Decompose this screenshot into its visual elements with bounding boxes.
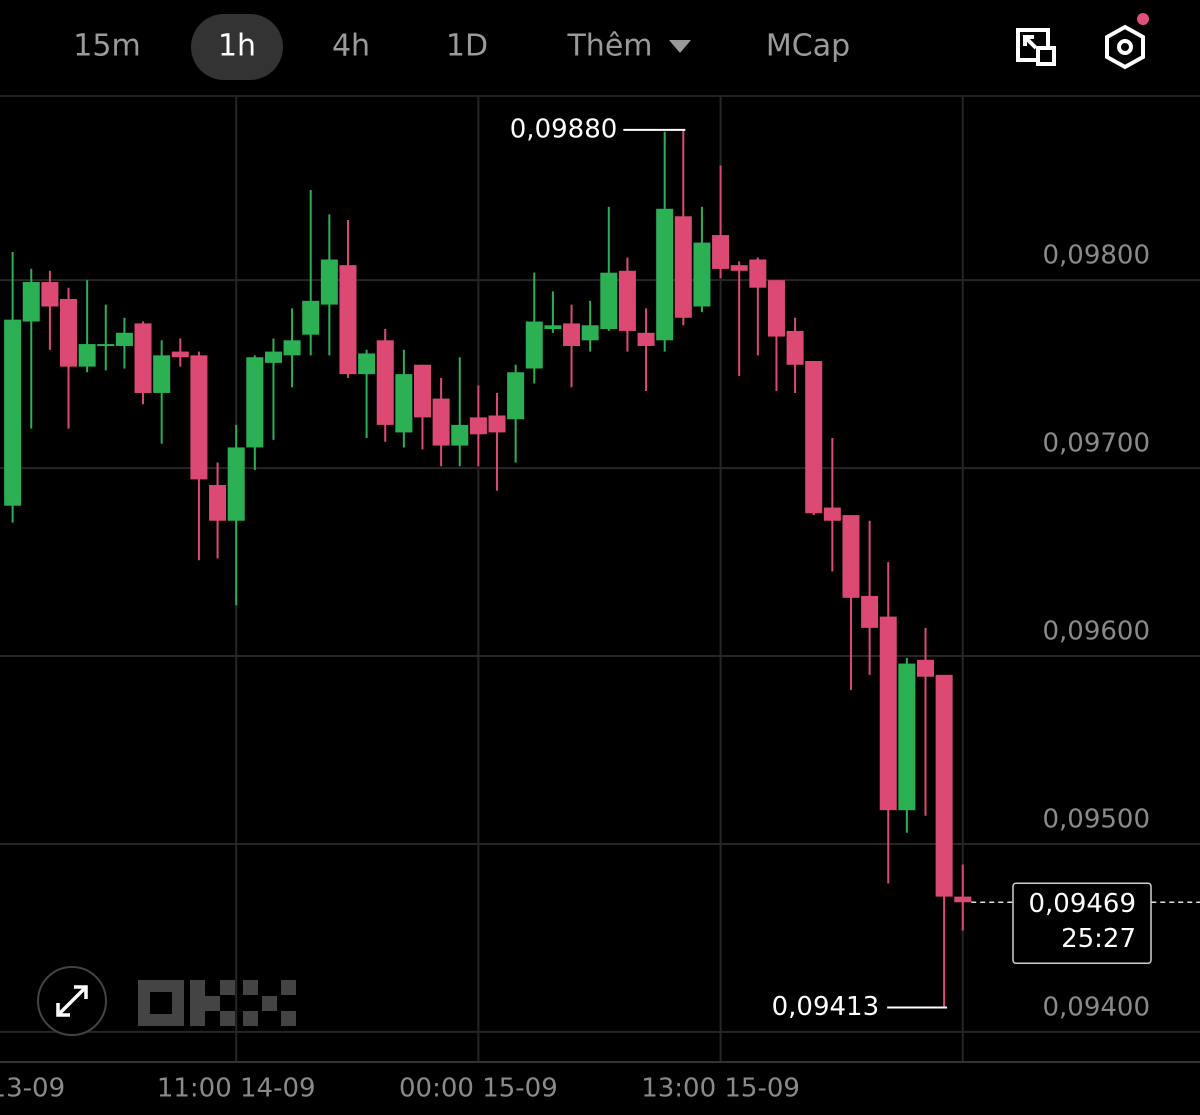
y-tick-label: 0,09400 — [1042, 992, 1150, 1022]
candle-body — [879, 616, 897, 811]
candle-body — [22, 282, 40, 322]
watermark-logo — [138, 980, 296, 1026]
candle-body — [320, 259, 338, 305]
candle-body — [749, 259, 767, 288]
candle-body — [637, 332, 655, 346]
layout-icon[interactable] — [1016, 28, 1056, 66]
candle-body — [78, 344, 96, 367]
candle-body — [283, 340, 301, 356]
tab[interactable]: 4h — [332, 29, 370, 64]
tab[interactable]: 15m — [73, 29, 140, 64]
candle-body — [246, 357, 264, 448]
candle-body — [227, 447, 245, 521]
y-tick-label: 0,09800 — [1042, 241, 1150, 271]
last-price-box — [1012, 882, 1152, 965]
candle-body — [432, 398, 450, 446]
candle-body — [302, 300, 320, 335]
candle-body — [134, 323, 152, 393]
x-tick-label: 2:00 13-09 — [0, 1074, 65, 1104]
y-tick-label: 0,09700 — [1042, 429, 1150, 459]
candle-body — [712, 235, 730, 269]
candle-body — [861, 595, 879, 628]
candle-body — [693, 242, 711, 307]
y-tick-label: 0,09600 — [1042, 617, 1150, 647]
candle-body — [674, 216, 692, 318]
candle-body — [153, 355, 171, 393]
candle-body — [264, 351, 282, 363]
tab[interactable]: Thêm — [566, 29, 652, 64]
candle-body — [469, 417, 487, 435]
low-label: 0,09413 — [772, 992, 880, 1022]
candle-body — [767, 280, 785, 337]
high-label: 0,09880 — [510, 114, 618, 144]
candle-body — [525, 321, 543, 369]
dropdown-arrow[interactable] — [669, 40, 691, 53]
candle-body — [823, 507, 841, 521]
candle-body — [171, 351, 189, 358]
tab[interactable]: 1D — [446, 29, 488, 64]
candle-body — [413, 364, 431, 418]
annotations: 0,09880 0,09413 0,09469 25:27 — [510, 114, 1200, 1022]
settings-icon[interactable] — [1105, 13, 1149, 70]
candle-body — [898, 663, 916, 811]
y-tick-label: 0,09500 — [1042, 804, 1150, 834]
last-price-label: 0,09469 — [1028, 889, 1136, 919]
x-tick-label: 00:00 15-09 — [399, 1074, 558, 1104]
candle-body — [358, 353, 376, 375]
candle-body — [4, 319, 22, 506]
candle-body — [600, 272, 618, 330]
candle-body — [209, 485, 227, 521]
expand-button[interactable] — [37, 966, 107, 1036]
tab[interactable]: MCap — [766, 29, 850, 64]
candle-body — [451, 424, 469, 446]
candle-body — [115, 332, 133, 346]
candle-body — [656, 208, 674, 341]
candle-body — [805, 360, 823, 514]
candle-body — [60, 298, 78, 367]
candle-body — [618, 270, 636, 331]
candle-body — [190, 355, 208, 480]
candle-body — [544, 325, 562, 330]
candle-body — [842, 515, 860, 598]
candle-body — [395, 374, 413, 433]
countdown: 25:27 — [1061, 924, 1136, 954]
active-tab-pill — [191, 14, 283, 80]
candles — [4, 129, 972, 1008]
x-tick-label: 13:00 15-09 — [641, 1074, 800, 1104]
candle-body — [935, 674, 953, 897]
candle-body — [488, 415, 506, 433]
x-tick-label: 11:00 14-09 — [157, 1074, 316, 1104]
candle-body — [954, 896, 972, 903]
candle-body — [581, 325, 599, 341]
candle-body — [917, 659, 934, 677]
candle-body — [339, 265, 357, 375]
candle-body — [563, 323, 581, 346]
tab[interactable]: 1h — [218, 29, 256, 64]
candle-body — [41, 282, 59, 307]
candle-body — [786, 330, 804, 365]
candle-body — [97, 344, 115, 347]
candle-body — [507, 372, 525, 420]
candle-body — [730, 265, 748, 271]
candle-body — [376, 340, 394, 425]
